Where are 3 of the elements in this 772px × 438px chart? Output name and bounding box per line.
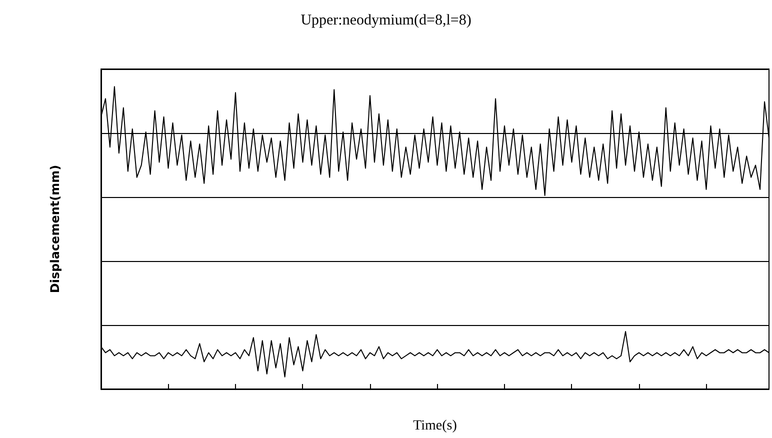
y-axis-title: Displacement(mm) bbox=[48, 164, 62, 294]
x-axis-title: Time(s) bbox=[413, 418, 458, 434]
chart-title: Upper:neodymium(d=8,l=8) bbox=[300, 12, 472, 28]
